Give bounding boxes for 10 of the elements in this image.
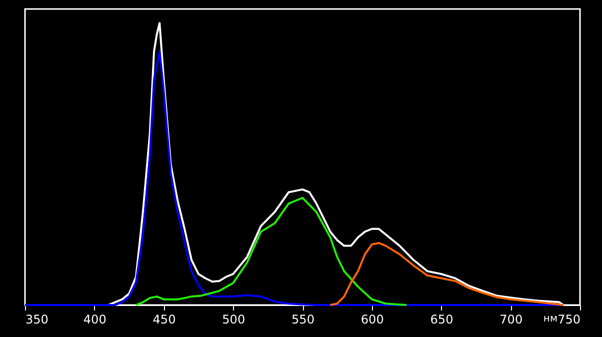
x-tick-label: 700 (500, 312, 523, 326)
x-tick-label: 650 (430, 312, 454, 326)
x-tick-label: 550 (292, 312, 314, 326)
x-tick-label: 750 (558, 312, 580, 326)
x-tick-label: 450 (152, 312, 176, 326)
x-tick-label: 500 (222, 312, 246, 326)
x-axis-title: нм (543, 314, 558, 324)
x-tick-label: 400 (83, 312, 106, 326)
x-tick-label: 600 (360, 312, 384, 326)
x-tick-label: 350 (26, 312, 48, 326)
